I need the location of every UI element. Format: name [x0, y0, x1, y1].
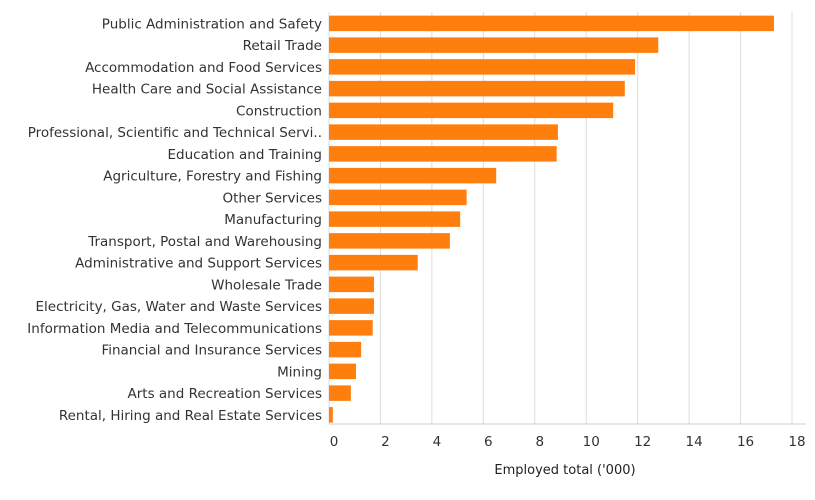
category-label: Health Care and Social Assistance	[92, 82, 322, 98]
bar	[329, 276, 375, 293]
x-tick-label: 10	[583, 434, 600, 450]
category-label: Accommodation and Food Services	[85, 60, 322, 76]
x-tick-label: 6	[484, 434, 493, 450]
category-label: Arts and Recreation Services	[127, 386, 322, 402]
category-label: Administrative and Support Services	[75, 256, 322, 272]
category-label: Public Administration and Safety	[102, 16, 322, 32]
bar	[329, 167, 497, 184]
category-label: Manufacturing	[224, 212, 322, 228]
category-label: Mining	[277, 364, 322, 380]
x-axis-title: Employed total ('000)	[494, 463, 635, 478]
x-tick-label: 14	[686, 434, 703, 450]
bar	[329, 80, 625, 97]
bar	[329, 341, 362, 358]
bar	[329, 102, 614, 119]
bar	[329, 211, 461, 227]
bar	[329, 124, 558, 140]
bar	[329, 189, 467, 206]
category-label: Rental, Hiring and Real Estate Services	[59, 408, 322, 424]
x-tick-label: 16	[737, 434, 754, 450]
category-labels: Public Administration and Safety Retail T…	[27, 16, 322, 424]
x-tick-label: 0	[330, 434, 339, 450]
category-label: Wholesale Trade	[211, 277, 322, 293]
x-tick-label: 12	[634, 434, 651, 450]
bar	[329, 233, 450, 249]
category-label: Information Media and Telecommunications	[27, 321, 322, 337]
x-tick-label: 8	[535, 434, 544, 450]
bars	[329, 15, 774, 423]
x-tick-label: 18	[788, 434, 805, 450]
bar	[329, 385, 351, 401]
bar	[329, 254, 418, 271]
category-label: Other Services	[222, 190, 322, 206]
category-label: Financial and Insurance Services	[101, 343, 322, 359]
category-label: Retail Trade	[243, 38, 322, 54]
category-label: Education and Training	[168, 147, 322, 163]
x-tick-labels: 0 2 4 6 8 10 12 14 16 18	[330, 434, 806, 450]
bar	[329, 59, 636, 75]
bar	[329, 320, 373, 336]
bar	[329, 407, 333, 423]
bar	[329, 15, 774, 32]
bar	[329, 37, 659, 53]
bar	[329, 298, 375, 314]
category-label: Professional, Scientific and Technical S…	[28, 125, 322, 141]
x-tick-label: 2	[381, 434, 390, 450]
x-tick-label: 4	[433, 434, 442, 450]
category-label: Transport, Postal and Warehousing	[87, 234, 322, 250]
bar	[329, 146, 557, 162]
category-label: Construction	[236, 103, 322, 119]
category-label: Electricity, Gas, Water and Waste Servic…	[36, 299, 323, 315]
category-label: Agriculture, Forestry and Fishing	[103, 169, 322, 185]
bar	[329, 363, 357, 380]
gridlines	[328, 12, 806, 425]
